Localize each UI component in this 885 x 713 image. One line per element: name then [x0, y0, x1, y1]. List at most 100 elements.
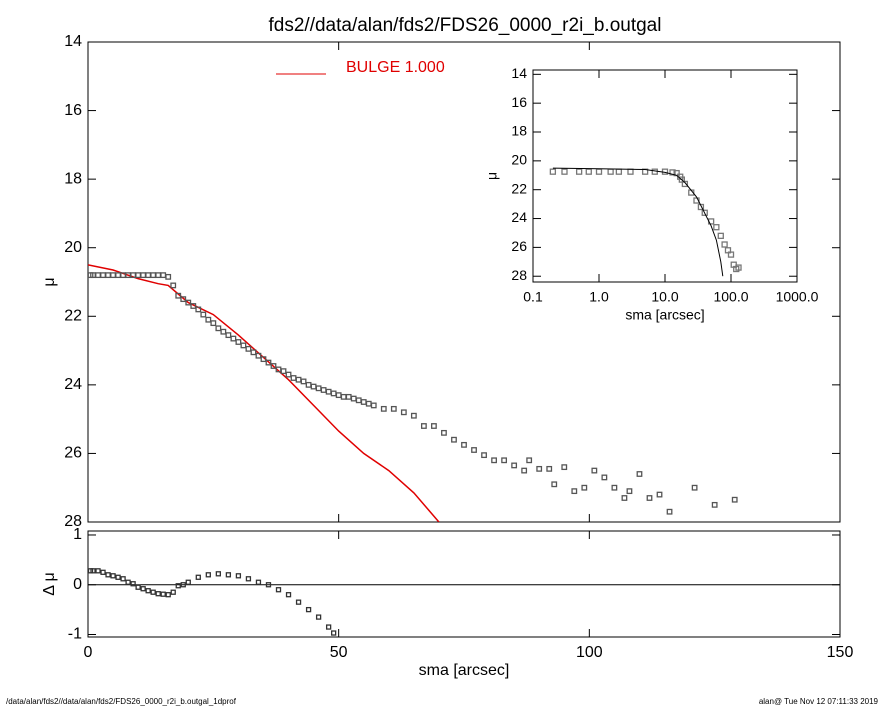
data-point: [275, 587, 282, 593]
x-tick-label: 0: [84, 644, 93, 661]
data-point: [315, 385, 322, 392]
y-tick-label: 16: [511, 94, 527, 110]
y-tick-label: 18: [511, 123, 527, 139]
data-point: [727, 251, 735, 258]
x-tick-label: 150: [827, 644, 854, 661]
data-point: [125, 579, 131, 585]
data-point: [325, 624, 332, 630]
data-point: [521, 467, 528, 474]
data-point: [561, 464, 568, 471]
y-tick-label: 22: [64, 308, 82, 325]
data-point: [130, 581, 136, 587]
data-point: [255, 579, 262, 585]
data-point: [491, 457, 497, 464]
data-point: [410, 412, 417, 419]
data-point: [195, 574, 201, 580]
y-tick-label: 28: [64, 513, 82, 530]
data-point: [175, 583, 181, 589]
data-point: [195, 306, 202, 313]
y-tick-label: 22: [511, 180, 527, 196]
data-point: [595, 168, 603, 175]
data-point: [240, 342, 247, 349]
data-point: [340, 393, 347, 400]
data-point: [697, 203, 705, 211]
title: fds2//data/alan/fds2/FDS26_0000_r2i_b.ou…: [269, 15, 662, 36]
data-point: [115, 272, 121, 279]
data-point: [245, 345, 252, 352]
y-tick-label: 16: [64, 102, 82, 119]
data-point: [250, 349, 257, 356]
data-point: [626, 488, 633, 495]
data-point: [636, 471, 643, 477]
x-tick-label: 10.0: [651, 289, 678, 305]
data-point: [90, 568, 96, 574]
data-point: [575, 168, 583, 175]
data-point: [165, 273, 172, 280]
data-point: [95, 568, 101, 574]
data-point: [170, 282, 177, 289]
data-point: [315, 614, 322, 620]
data-point: [501, 457, 508, 464]
data-point: [265, 582, 272, 588]
y-axis-label: Δ μ: [41, 572, 58, 595]
data-point: [300, 378, 307, 385]
data-point: [215, 325, 222, 332]
data-point: [380, 405, 387, 412]
data-point: [170, 589, 176, 595]
data-point: [431, 423, 437, 429]
data-point: [110, 573, 116, 579]
data-point: [295, 599, 302, 605]
data-point: [400, 409, 407, 416]
data-point: [180, 296, 187, 303]
data-point: [735, 264, 742, 271]
data-point: [330, 390, 337, 397]
y-tick-label: 20: [64, 239, 82, 256]
data-point: [210, 320, 217, 327]
data-point: [165, 592, 171, 598]
y-tick-label: 24: [64, 376, 82, 393]
data-point: [701, 209, 708, 216]
data-point: [180, 582, 186, 588]
data-point: [100, 569, 106, 575]
data-point: [350, 395, 357, 402]
y-tick-label: -1: [68, 626, 82, 643]
x-tick-label: 50: [330, 644, 348, 661]
data-point: [681, 180, 689, 188]
data-point: [190, 303, 197, 309]
y-tick-label: 26: [511, 238, 527, 254]
data-point: [651, 168, 658, 175]
x-tick-label: 1000.0: [776, 289, 819, 305]
data-point: [225, 572, 232, 578]
profile-line: [552, 167, 724, 277]
data-point: [526, 457, 533, 464]
data-point: [110, 272, 116, 279]
data-point: [230, 335, 237, 342]
data-point: [105, 272, 111, 279]
data-point: [611, 484, 618, 491]
data-point: [150, 272, 157, 279]
x-axis-label: sma [arcsec]: [419, 662, 510, 679]
data-point: [666, 508, 673, 515]
y-tick-label: 14: [64, 33, 82, 50]
data-point: [205, 316, 212, 323]
data-point: [305, 381, 312, 388]
data-point: [200, 311, 207, 318]
y-axis-label: μ: [484, 172, 500, 180]
data-point: [160, 272, 167, 279]
data-point: [646, 495, 653, 501]
data-point: [355, 397, 362, 404]
x-tick-label: 100.0: [713, 289, 748, 305]
data-point: [561, 168, 568, 175]
data-point: [571, 488, 578, 495]
data-point: [713, 224, 720, 231]
plot-frame: [87, 41, 841, 523]
data-point: [615, 168, 623, 175]
plot-frame: [532, 69, 798, 283]
data-point: [581, 484, 588, 491]
data-point: [546, 465, 553, 472]
x-tick-label: 1.0: [589, 289, 609, 305]
data-point: [280, 368, 287, 375]
data-point: [120, 576, 126, 582]
data-point: [155, 591, 161, 597]
data-point: [185, 299, 192, 306]
